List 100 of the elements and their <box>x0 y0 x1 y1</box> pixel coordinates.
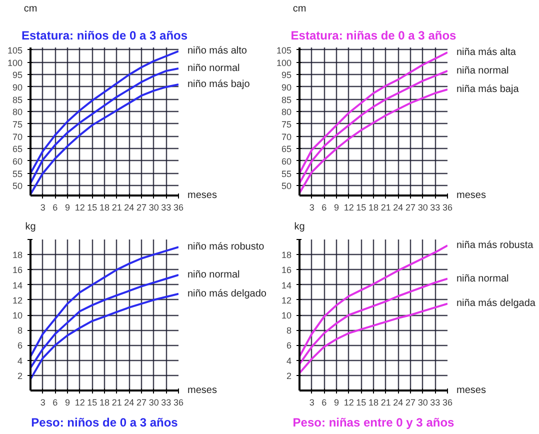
x-tick-label: 18 <box>368 202 379 212</box>
x-tick-label: 18 <box>368 398 379 408</box>
x-tick-label: 9 <box>334 202 340 212</box>
x-tick-label: 9 <box>64 202 70 212</box>
series-label: niño más delgado <box>188 288 267 300</box>
x-tick-label: 33 <box>161 202 172 212</box>
y-tick-label: 85 <box>12 94 23 105</box>
x-tick-label: 18 <box>99 202 110 212</box>
y-tick-label: 4 <box>286 356 292 366</box>
x-tick-label: 24 <box>393 202 404 212</box>
x-tick-label: 15 <box>87 398 98 408</box>
x-tick-label: 24 <box>124 398 134 408</box>
x-tick-label: 6 <box>322 398 327 408</box>
x-tick-label: 24 <box>393 398 404 408</box>
x-tick-label: 21 <box>380 202 391 212</box>
x-tick-label: 18 <box>99 398 110 408</box>
y-tick-label: 95 <box>281 70 292 80</box>
x-tick-label: 33 <box>430 398 440 408</box>
y-tick-label: 8 <box>17 326 23 336</box>
x-tick-label: 27 <box>405 202 416 212</box>
x-tick-label: 33 <box>161 398 172 408</box>
y-tick-label: 105 <box>7 45 23 56</box>
y-tick-label: 90 <box>281 82 292 92</box>
y-tick-label: 100 <box>7 58 23 68</box>
y-axis-title: kg <box>25 222 36 232</box>
x-tick-label: 15 <box>356 398 366 408</box>
y-tick-label: 16 <box>281 265 292 276</box>
y-axis-title: cm <box>292 4 306 14</box>
series-label: niña normal <box>456 273 509 284</box>
chart-title: Estatura: niñas de 0 a 3 años <box>290 28 457 42</box>
series-label: niña más alta <box>456 46 516 58</box>
y-tick-label: 75 <box>281 119 292 130</box>
x-tick-label: 3 <box>40 398 46 408</box>
y-tick-label: 100 <box>276 58 292 68</box>
x-tick-label: 21 <box>112 398 122 408</box>
y-tick-label: 12 <box>281 295 292 306</box>
x-axis-title: meses <box>188 385 217 396</box>
x-tick-label: 6 <box>52 202 58 212</box>
text: Peso: niñas entre 0 y 3 años <box>292 416 455 430</box>
y-tick-label: 70 <box>281 132 292 142</box>
y-tick-label: 8 <box>286 326 292 336</box>
x-tick-label: 3 <box>309 398 314 408</box>
series-label: niño normal <box>188 269 240 280</box>
y-tick-label: 50 <box>12 181 23 192</box>
x-tick-label: 12 <box>344 398 354 408</box>
y-tick-label: 50 <box>281 181 292 192</box>
y-tick-label: 18 <box>281 250 292 260</box>
series-label: niño más bajo <box>188 79 250 90</box>
y-tick-label: 14 <box>12 280 23 290</box>
y-tick-label: 6 <box>17 340 23 351</box>
x-axis-title: meses <box>456 190 486 201</box>
x-tick-label: 6 <box>322 202 327 212</box>
y-tick-label: 80 <box>12 107 23 118</box>
series-label: niña normal <box>456 65 509 76</box>
x-tick-label: 12 <box>74 398 85 408</box>
y-tick-label: 14 <box>281 280 292 290</box>
x-axis-title: meses <box>188 190 217 201</box>
x-tick-label: 21 <box>112 202 122 212</box>
x-tick-label: 24 <box>124 202 134 212</box>
x-tick-label: 36 <box>442 202 453 212</box>
x-tick-label: 15 <box>87 202 98 212</box>
y-tick-label: 65 <box>12 144 23 154</box>
y-tick-label: 2 <box>286 370 292 381</box>
y-tick-label: 55 <box>281 168 292 179</box>
x-axis-title: meses <box>456 385 486 396</box>
y-tick-label: 6 <box>286 340 292 351</box>
y-tick-label: 90 <box>12 82 23 92</box>
x-tick-label: 36 <box>173 202 184 212</box>
y-tick-label: 60 <box>281 156 292 166</box>
y-axis-title: cm <box>24 4 38 14</box>
x-tick-label: 27 <box>136 398 147 408</box>
x-tick-label: 9 <box>334 398 340 408</box>
y-tick-label: 70 <box>12 132 23 142</box>
x-tick-label: 33 <box>430 202 440 212</box>
y-tick-label: 85 <box>281 94 292 105</box>
y-tick-label: 12 <box>12 295 23 306</box>
y-tick-label: 2 <box>17 370 23 381</box>
y-tick-label: 10 <box>12 310 23 320</box>
y-axis-title: kg <box>294 222 305 232</box>
y-tick-label: 18 <box>12 250 23 260</box>
x-tick-label: 30 <box>418 202 428 212</box>
x-tick-label: 36 <box>173 398 184 408</box>
x-tick-label: 21 <box>380 398 391 408</box>
series-label: niño más alto <box>188 46 248 57</box>
series-label: niña más delgada <box>456 298 536 310</box>
x-tick-label: 30 <box>148 398 159 408</box>
series-label: niña más robusta <box>456 240 534 252</box>
x-tick-label: 30 <box>418 398 428 408</box>
text: Peso: niños de 0 a 3 años <box>31 416 178 430</box>
x-tick-label: 3 <box>40 202 46 212</box>
x-tick-label: 15 <box>356 202 366 212</box>
y-tick-label: 80 <box>281 107 292 118</box>
x-tick-label: 9 <box>64 398 70 408</box>
x-tick-label: 3 <box>309 202 314 212</box>
chart-title: Estatura: niños de 0 a 3 años <box>21 28 188 42</box>
y-tick-label: 95 <box>12 70 23 80</box>
series-label: niño normal <box>188 62 240 74</box>
x-tick-label: 12 <box>74 202 85 212</box>
x-tick-label: 27 <box>405 398 416 408</box>
y-tick-label: 60 <box>12 156 23 166</box>
